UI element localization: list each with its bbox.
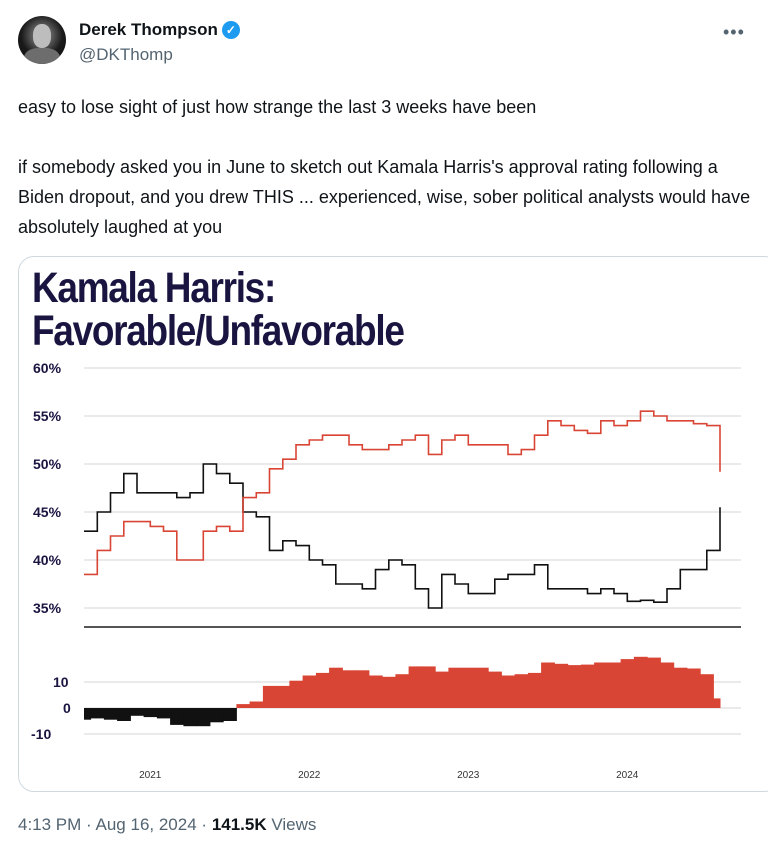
net-bar	[435, 671, 449, 708]
y-tick-label: 55%	[33, 408, 62, 424]
chart-title-line1: Kamala Harris:	[32, 264, 276, 312]
tweet-text: easy to lose sight of just how strange t…	[18, 92, 758, 242]
tweet-time[interactable]: 4:13 PM	[18, 815, 82, 834]
net-bar	[209, 708, 224, 723]
net-bar	[315, 672, 330, 708]
net-bar	[103, 708, 118, 720]
net-bar	[130, 708, 145, 716]
y-tick-label: -10	[31, 726, 51, 742]
net-bar	[686, 668, 701, 708]
net-bar	[289, 680, 304, 708]
net-bar	[647, 657, 661, 708]
net-bar	[262, 685, 277, 708]
net-bar	[117, 708, 131, 721]
net-bar	[143, 708, 158, 718]
y-tick-label: 45%	[33, 504, 62, 520]
tweet-paragraph: easy to lose sight of just how strange t…	[18, 97, 537, 117]
tweet-date[interactable]: Aug 16, 2024	[95, 815, 197, 834]
net-bar	[461, 667, 476, 708]
net-bar	[355, 670, 370, 708]
x-tick-label: 2023	[457, 770, 480, 781]
net-bar	[514, 674, 529, 708]
x-tick-label: 2021	[139, 770, 162, 781]
tweet-paragraph: if somebody asked you in June to sketch …	[18, 157, 751, 237]
net-bar	[673, 667, 688, 708]
net-bar	[408, 666, 423, 708]
net-bar	[382, 676, 396, 708]
net-bar	[90, 708, 105, 719]
chart-title-line2: Favorable/Unfavorable	[32, 307, 405, 355]
net-bar	[713, 698, 721, 708]
net-bar	[567, 665, 582, 708]
chart-image[interactable]: Kamala Harris: Favorable/Unfavorable 60%…	[18, 256, 768, 792]
net-bar	[329, 667, 343, 708]
net-bar	[607, 662, 622, 708]
net-bar	[488, 671, 502, 708]
net-bar	[660, 662, 675, 708]
net-bar	[395, 674, 410, 708]
avatar[interactable]	[18, 16, 66, 64]
net-bar	[594, 662, 608, 708]
net-bar	[633, 656, 648, 708]
more-options-icon[interactable]: •••	[723, 22, 745, 42]
net-bar	[501, 675, 516, 708]
net-bar	[620, 659, 635, 708]
x-tick-label: 2024	[616, 770, 639, 781]
x-tick-label: 2022	[298, 770, 321, 781]
y-tick-label: 60%	[33, 360, 62, 376]
net-bar	[342, 670, 357, 708]
y-tick-label: 0	[63, 700, 71, 716]
net-bar	[223, 708, 237, 721]
net-bar	[700, 674, 714, 708]
author-name-text: Derek Thompson	[79, 20, 218, 39]
tweet-footer: 4:13 PM · Aug 16, 2024 · 141.5K Views	[18, 815, 316, 835]
net-bar	[448, 667, 463, 708]
separator: ·	[201, 815, 208, 834]
verified-badge-icon: ✓	[221, 21, 240, 39]
y-tick-label: 35%	[33, 600, 62, 616]
net-bar	[84, 708, 92, 720]
net-bar	[170, 708, 184, 725]
author-handle[interactable]: @DKThomp	[79, 45, 173, 64]
author-name[interactable]: Derek Thompson ✓	[79, 20, 240, 40]
views-label: Views	[271, 815, 317, 834]
net-bar	[554, 663, 569, 708]
net-bar	[541, 662, 555, 708]
y-tick-label: 10	[53, 674, 69, 690]
net-bar	[474, 667, 489, 708]
separator: ·	[86, 815, 92, 834]
net-bar	[421, 666, 436, 708]
net-bar	[249, 701, 264, 708]
net-bar	[236, 704, 251, 708]
net-bar	[276, 685, 290, 708]
net-bar	[183, 708, 198, 727]
y-tick-label: 40%	[33, 552, 62, 568]
net-bar	[368, 675, 383, 708]
net-bar	[196, 708, 211, 727]
chart-title: Kamala Harris: Favorable/Unfavorable	[32, 264, 405, 355]
chart-svg: 60% 55% 50% 45% 40% 35% 10 0 -10 2021 2022 2023 2024	[31, 360, 741, 781]
net-bar	[580, 664, 595, 708]
views-count: 141.5K	[211, 815, 267, 834]
net-bar	[156, 708, 171, 719]
net-bar	[302, 675, 317, 708]
y-tick-label: 50%	[33, 456, 62, 472]
net-bar	[527, 672, 542, 708]
line-unfavorable	[84, 410, 721, 576]
line-favorable	[84, 463, 721, 609]
